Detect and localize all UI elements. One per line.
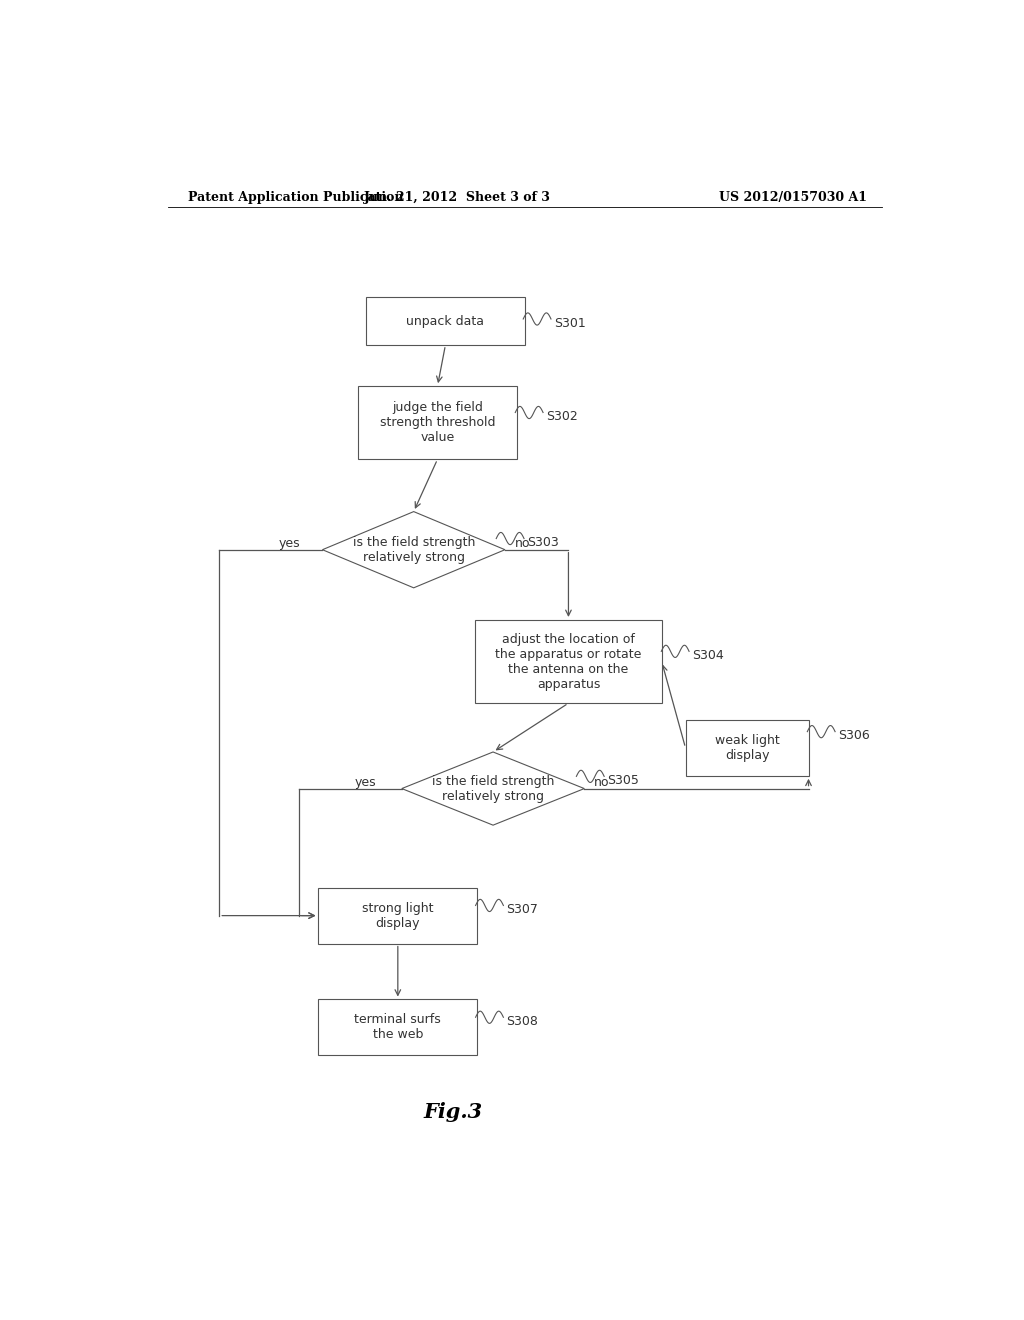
Text: no: no	[594, 776, 609, 789]
Text: Fig.3: Fig.3	[424, 1102, 483, 1122]
Bar	[318, 999, 477, 1056]
Polygon shape	[323, 512, 505, 587]
Text: weak light
display: weak light display	[715, 734, 779, 762]
Polygon shape	[401, 752, 585, 825]
Text: S303: S303	[527, 536, 559, 549]
Text: yes: yes	[279, 537, 300, 550]
Bar	[367, 297, 524, 345]
Text: no: no	[514, 537, 530, 550]
Text: S301: S301	[554, 317, 586, 330]
Text: is the field strength
relatively strong: is the field strength relatively strong	[352, 536, 475, 564]
Bar	[318, 887, 477, 944]
Text: judge the field
strength threshold
value: judge the field strength threshold value	[380, 401, 496, 444]
Bar	[475, 620, 662, 704]
Text: Jun. 21, 2012  Sheet 3 of 3: Jun. 21, 2012 Sheet 3 of 3	[364, 190, 551, 203]
Text: adjust the location of
the apparatus or rotate
the antenna on the
apparatus: adjust the location of the apparatus or …	[496, 632, 642, 690]
Text: is the field strength
relatively strong: is the field strength relatively strong	[432, 775, 554, 803]
Bar	[358, 385, 517, 459]
Text: S307: S307	[507, 903, 539, 916]
Text: S302: S302	[546, 411, 578, 424]
Text: S308: S308	[507, 1015, 539, 1028]
Text: Patent Application Publication: Patent Application Publication	[187, 190, 403, 203]
Text: S306: S306	[839, 729, 870, 742]
Text: US 2012/0157030 A1: US 2012/0157030 A1	[719, 190, 867, 203]
Text: yes: yes	[354, 776, 376, 789]
Text: terminal surfs
the web: terminal surfs the web	[354, 1014, 441, 1041]
Text: strong light
display: strong light display	[362, 902, 433, 929]
Text: S305: S305	[607, 774, 639, 787]
Text: S304: S304	[692, 649, 724, 661]
Bar	[685, 719, 809, 776]
Text: unpack data: unpack data	[407, 314, 484, 327]
